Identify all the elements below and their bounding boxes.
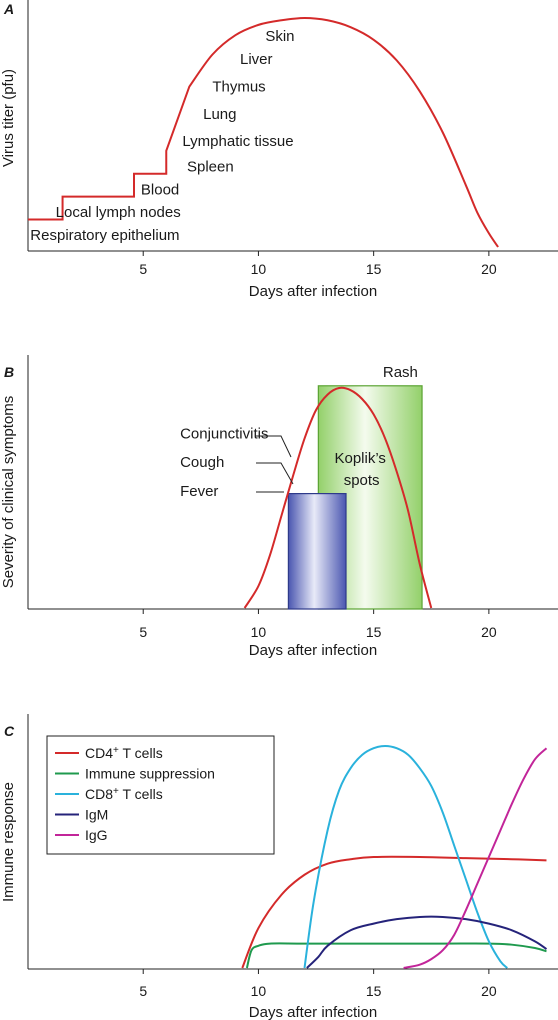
- fever-bar: [288, 494, 346, 609]
- x-tick-label: 15: [366, 624, 382, 640]
- annotation-label: Rash: [383, 364, 418, 381]
- x-tick-label: 15: [366, 261, 382, 277]
- panel-c: C 5 10 15 20 Days after infection Immune respo…: [0, 714, 558, 1020]
- panel-letter: B: [4, 364, 14, 380]
- annotation-label: spots: [344, 472, 380, 489]
- annotation-label: Lung: [203, 106, 236, 123]
- panel-letter: A: [3, 1, 14, 17]
- legend-entry: IgM: [85, 807, 108, 823]
- x-tick-label: 10: [251, 983, 267, 999]
- y-axis-label: Severity of clinical symptoms: [0, 396, 17, 589]
- x-tick-label: 15: [366, 983, 382, 999]
- annotation-label: Koplik’s: [334, 450, 385, 467]
- panel-b: B 5 10 15 20 Days after infection Severity of …: [0, 355, 558, 659]
- x-axis-label: Days after infection: [249, 642, 377, 659]
- annotation-label: Liver: [240, 51, 273, 68]
- x-tick-label: 20: [481, 624, 497, 640]
- y-axis-label: Immune response: [0, 782, 17, 902]
- annotation-label: Lymphatic tissue: [182, 133, 293, 150]
- leader-line: [256, 463, 293, 484]
- y-axis-label: Virus titer (pfu): [0, 69, 17, 167]
- legend-entry: IgG: [85, 827, 108, 843]
- legend-entry: CD4+ T cells: [85, 745, 163, 761]
- annotation-label: Conjunctivitis: [180, 426, 268, 443]
- annotation-label: Thymus: [212, 78, 265, 95]
- panel-a: A 5 10 15 20 Days after infection Virus titer …: [0, 0, 558, 300]
- annotation-label: Skin: [265, 28, 294, 45]
- annotation-label: Cough: [180, 454, 224, 471]
- x-axis-label: Days after infection: [249, 1004, 377, 1020]
- annotation-label: Respiratory epithelium: [30, 227, 179, 244]
- series-line-cd4-t-cells: [242, 857, 546, 968]
- annotation-label: Spleen: [187, 158, 234, 175]
- x-tick-label: 20: [481, 261, 497, 277]
- x-tick-label: 5: [139, 983, 147, 999]
- x-tick-label: 5: [139, 261, 147, 277]
- series-line-igm: [307, 917, 547, 968]
- legend-entry: CD8+ T cells: [85, 786, 163, 802]
- annotation-label: Local lymph nodes: [56, 204, 181, 221]
- annotation-label: Blood: [141, 181, 179, 198]
- x-tick-label: 10: [251, 261, 267, 277]
- x-axis-label: Days after infection: [249, 283, 377, 300]
- x-tick-label: 10: [251, 624, 267, 640]
- x-tick-label: 5: [139, 624, 147, 640]
- x-tick-label: 20: [481, 983, 497, 999]
- panel-letter: C: [4, 723, 15, 739]
- legend-entry: Immune suppression: [85, 766, 215, 782]
- annotation-label: Fever: [180, 483, 218, 500]
